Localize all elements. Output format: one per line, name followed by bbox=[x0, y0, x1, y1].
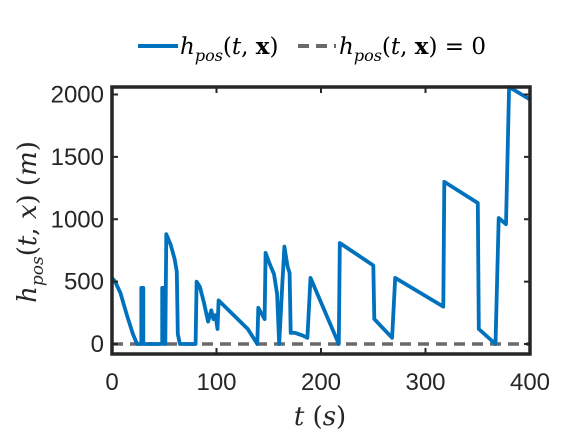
legend-label-zero: hpos(t, x) = 0 bbox=[339, 33, 486, 65]
chart-marks bbox=[110, 85, 531, 346]
y-tick-label: 1500 bbox=[51, 144, 104, 171]
y-tick-label: 0 bbox=[91, 331, 104, 358]
x-axis-label: t (s) bbox=[294, 402, 346, 432]
plot-area bbox=[112, 87, 530, 354]
x-tick-label: 300 bbox=[405, 369, 445, 396]
x-tick-label: 400 bbox=[510, 369, 550, 396]
y-tick-label: 1000 bbox=[51, 206, 104, 233]
legend-label-series: hpos(t, x) bbox=[180, 33, 278, 65]
x-tick-label: 100 bbox=[196, 369, 236, 396]
x-tick-label: 0 bbox=[105, 369, 118, 396]
series-line-h-pos bbox=[110, 85, 531, 346]
y-tick-label: 2000 bbox=[51, 81, 104, 108]
y-tick-label: 500 bbox=[64, 269, 104, 296]
y-axis-label: hpos(t, x) (m) bbox=[13, 141, 48, 303]
axes-box bbox=[110, 85, 532, 356]
legend: hpos(t, x) hpos(t, x) = 0 bbox=[138, 33, 486, 65]
x-tick-label: 200 bbox=[301, 369, 341, 396]
